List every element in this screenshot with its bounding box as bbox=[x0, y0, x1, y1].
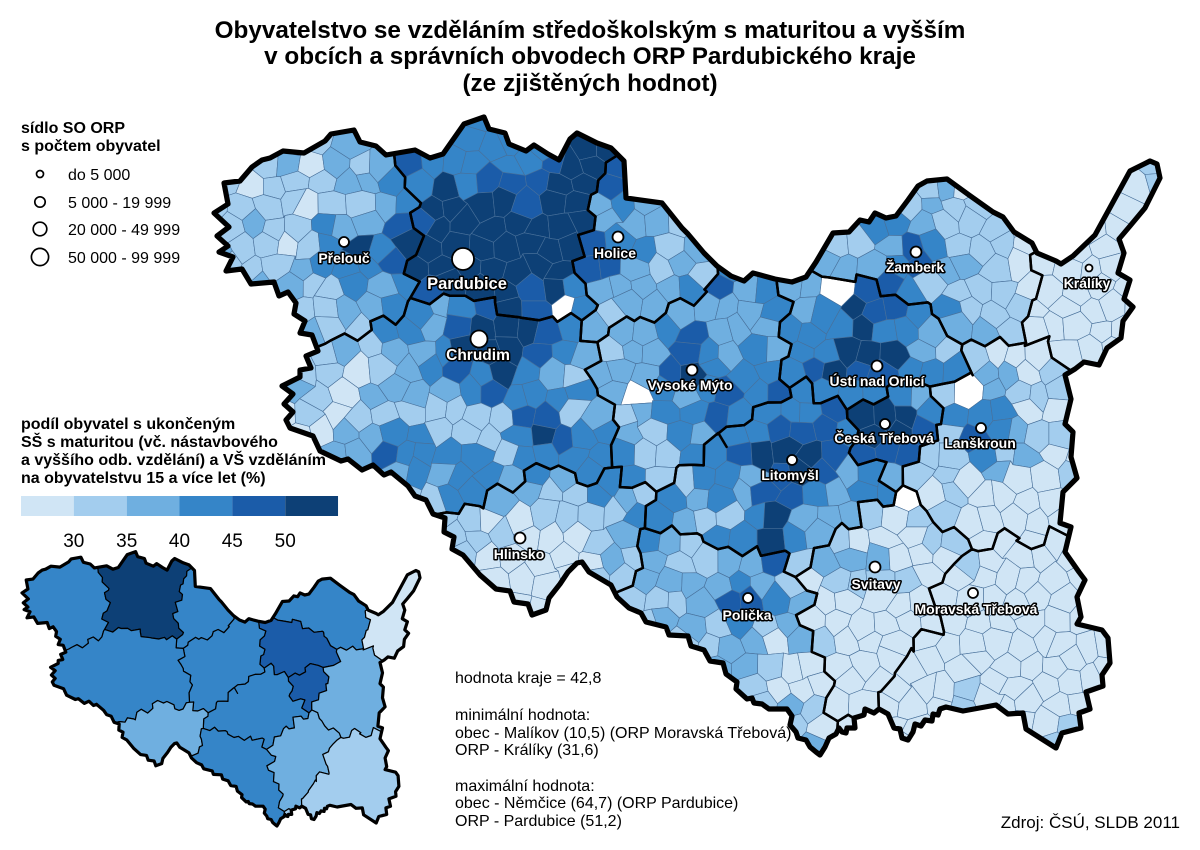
svg-text:45: 45 bbox=[222, 531, 243, 552]
svg-text:Vysoké Mýto: Vysoké Mýto bbox=[647, 377, 732, 393]
svg-text:35: 35 bbox=[116, 531, 137, 552]
svg-text:Chrudim: Chrudim bbox=[446, 347, 510, 364]
svg-text:Přelouč: Přelouč bbox=[318, 250, 370, 266]
svg-text:obec - Němčice (64,7) (ORP Par: obec - Němčice (64,7) (ORP Pardubice) bbox=[455, 795, 738, 812]
svg-text:maximální hodnota:: maximální hodnota: bbox=[455, 778, 595, 795]
svg-text:sídlo SO ORP: sídlo SO ORP bbox=[21, 120, 125, 137]
svg-text:Svitavy: Svitavy bbox=[851, 576, 900, 592]
svg-text:ORP - Králíky (31,6): ORP - Králíky (31,6) bbox=[455, 742, 599, 759]
svg-text:Pardubice: Pardubice bbox=[427, 275, 507, 293]
svg-text:Obyvatelstvo se vzděláním stře: Obyvatelstvo se vzděláním středoškolským… bbox=[215, 17, 966, 44]
svg-text:Hlinsko: Hlinsko bbox=[494, 546, 545, 562]
svg-text:na obyvatelstvu 15 a více let: na obyvatelstvu 15 a více let (%) bbox=[21, 470, 266, 487]
svg-text:Moravská Třebová: Moravská Třebová bbox=[915, 601, 1038, 617]
svg-text:s počtem obyvatel: s počtem obyvatel bbox=[21, 138, 161, 155]
svg-text:Lanškroun: Lanškroun bbox=[944, 435, 1016, 451]
svg-text:SŠ s maturitou (vč. nástavbové: SŠ s maturitou (vč. nástavbového bbox=[21, 432, 278, 451]
svg-text:(ze zjištěných hodnot): (ze zjištěných hodnot) bbox=[462, 70, 717, 97]
svg-text:Ústí nad Orlicí: Ústí nad Orlicí bbox=[830, 372, 926, 389]
svg-text:minimální hodnota:: minimální hodnota: bbox=[455, 707, 590, 724]
svg-text:Česká Třebová: Česká Třebová bbox=[834, 429, 934, 446]
svg-text:a vyššího odb. vzdělání) a VŠ: a vyššího odb. vzdělání) a VŠ vzděláním bbox=[21, 450, 326, 469]
svg-text:v obcích a správních obvodech: v obcích a správních obvodech ORP Pardub… bbox=[264, 43, 916, 70]
svg-text:5 000 - 19 999: 5 000 - 19 999 bbox=[68, 195, 171, 212]
svg-text:Zdroj: ČSÚ, SLDB 2011: Zdroj: ČSÚ, SLDB 2011 bbox=[1001, 813, 1180, 832]
svg-text:40: 40 bbox=[169, 531, 190, 552]
svg-text:50: 50 bbox=[275, 531, 296, 552]
svg-text:30: 30 bbox=[63, 531, 84, 552]
svg-text:do 5 000: do 5 000 bbox=[68, 167, 130, 184]
svg-text:hodnota kraje = 42,8: hodnota kraje = 42,8 bbox=[455, 670, 601, 687]
svg-text:Žamberk: Žamberk bbox=[886, 258, 945, 275]
svg-text:Polička: Polička bbox=[722, 607, 771, 623]
svg-text:20 000 - 49 999: 20 000 - 49 999 bbox=[68, 222, 180, 239]
svg-text:obec - Malíkov (10,5) (ORP Mor: obec - Malíkov (10,5) (ORP Moravská Třeb… bbox=[455, 725, 791, 742]
svg-text:Holice: Holice bbox=[594, 245, 636, 261]
svg-text:podíl obyvatel s ukončeným: podíl obyvatel s ukončeným bbox=[21, 416, 235, 433]
svg-text:Litomyšl: Litomyšl bbox=[761, 467, 819, 483]
svg-text:ORP - Pardubice (51,2): ORP - Pardubice (51,2) bbox=[455, 813, 622, 830]
svg-text:50 000 - 99 999: 50 000 - 99 999 bbox=[68, 250, 180, 267]
svg-text:Králíky: Králíky bbox=[1064, 275, 1111, 291]
